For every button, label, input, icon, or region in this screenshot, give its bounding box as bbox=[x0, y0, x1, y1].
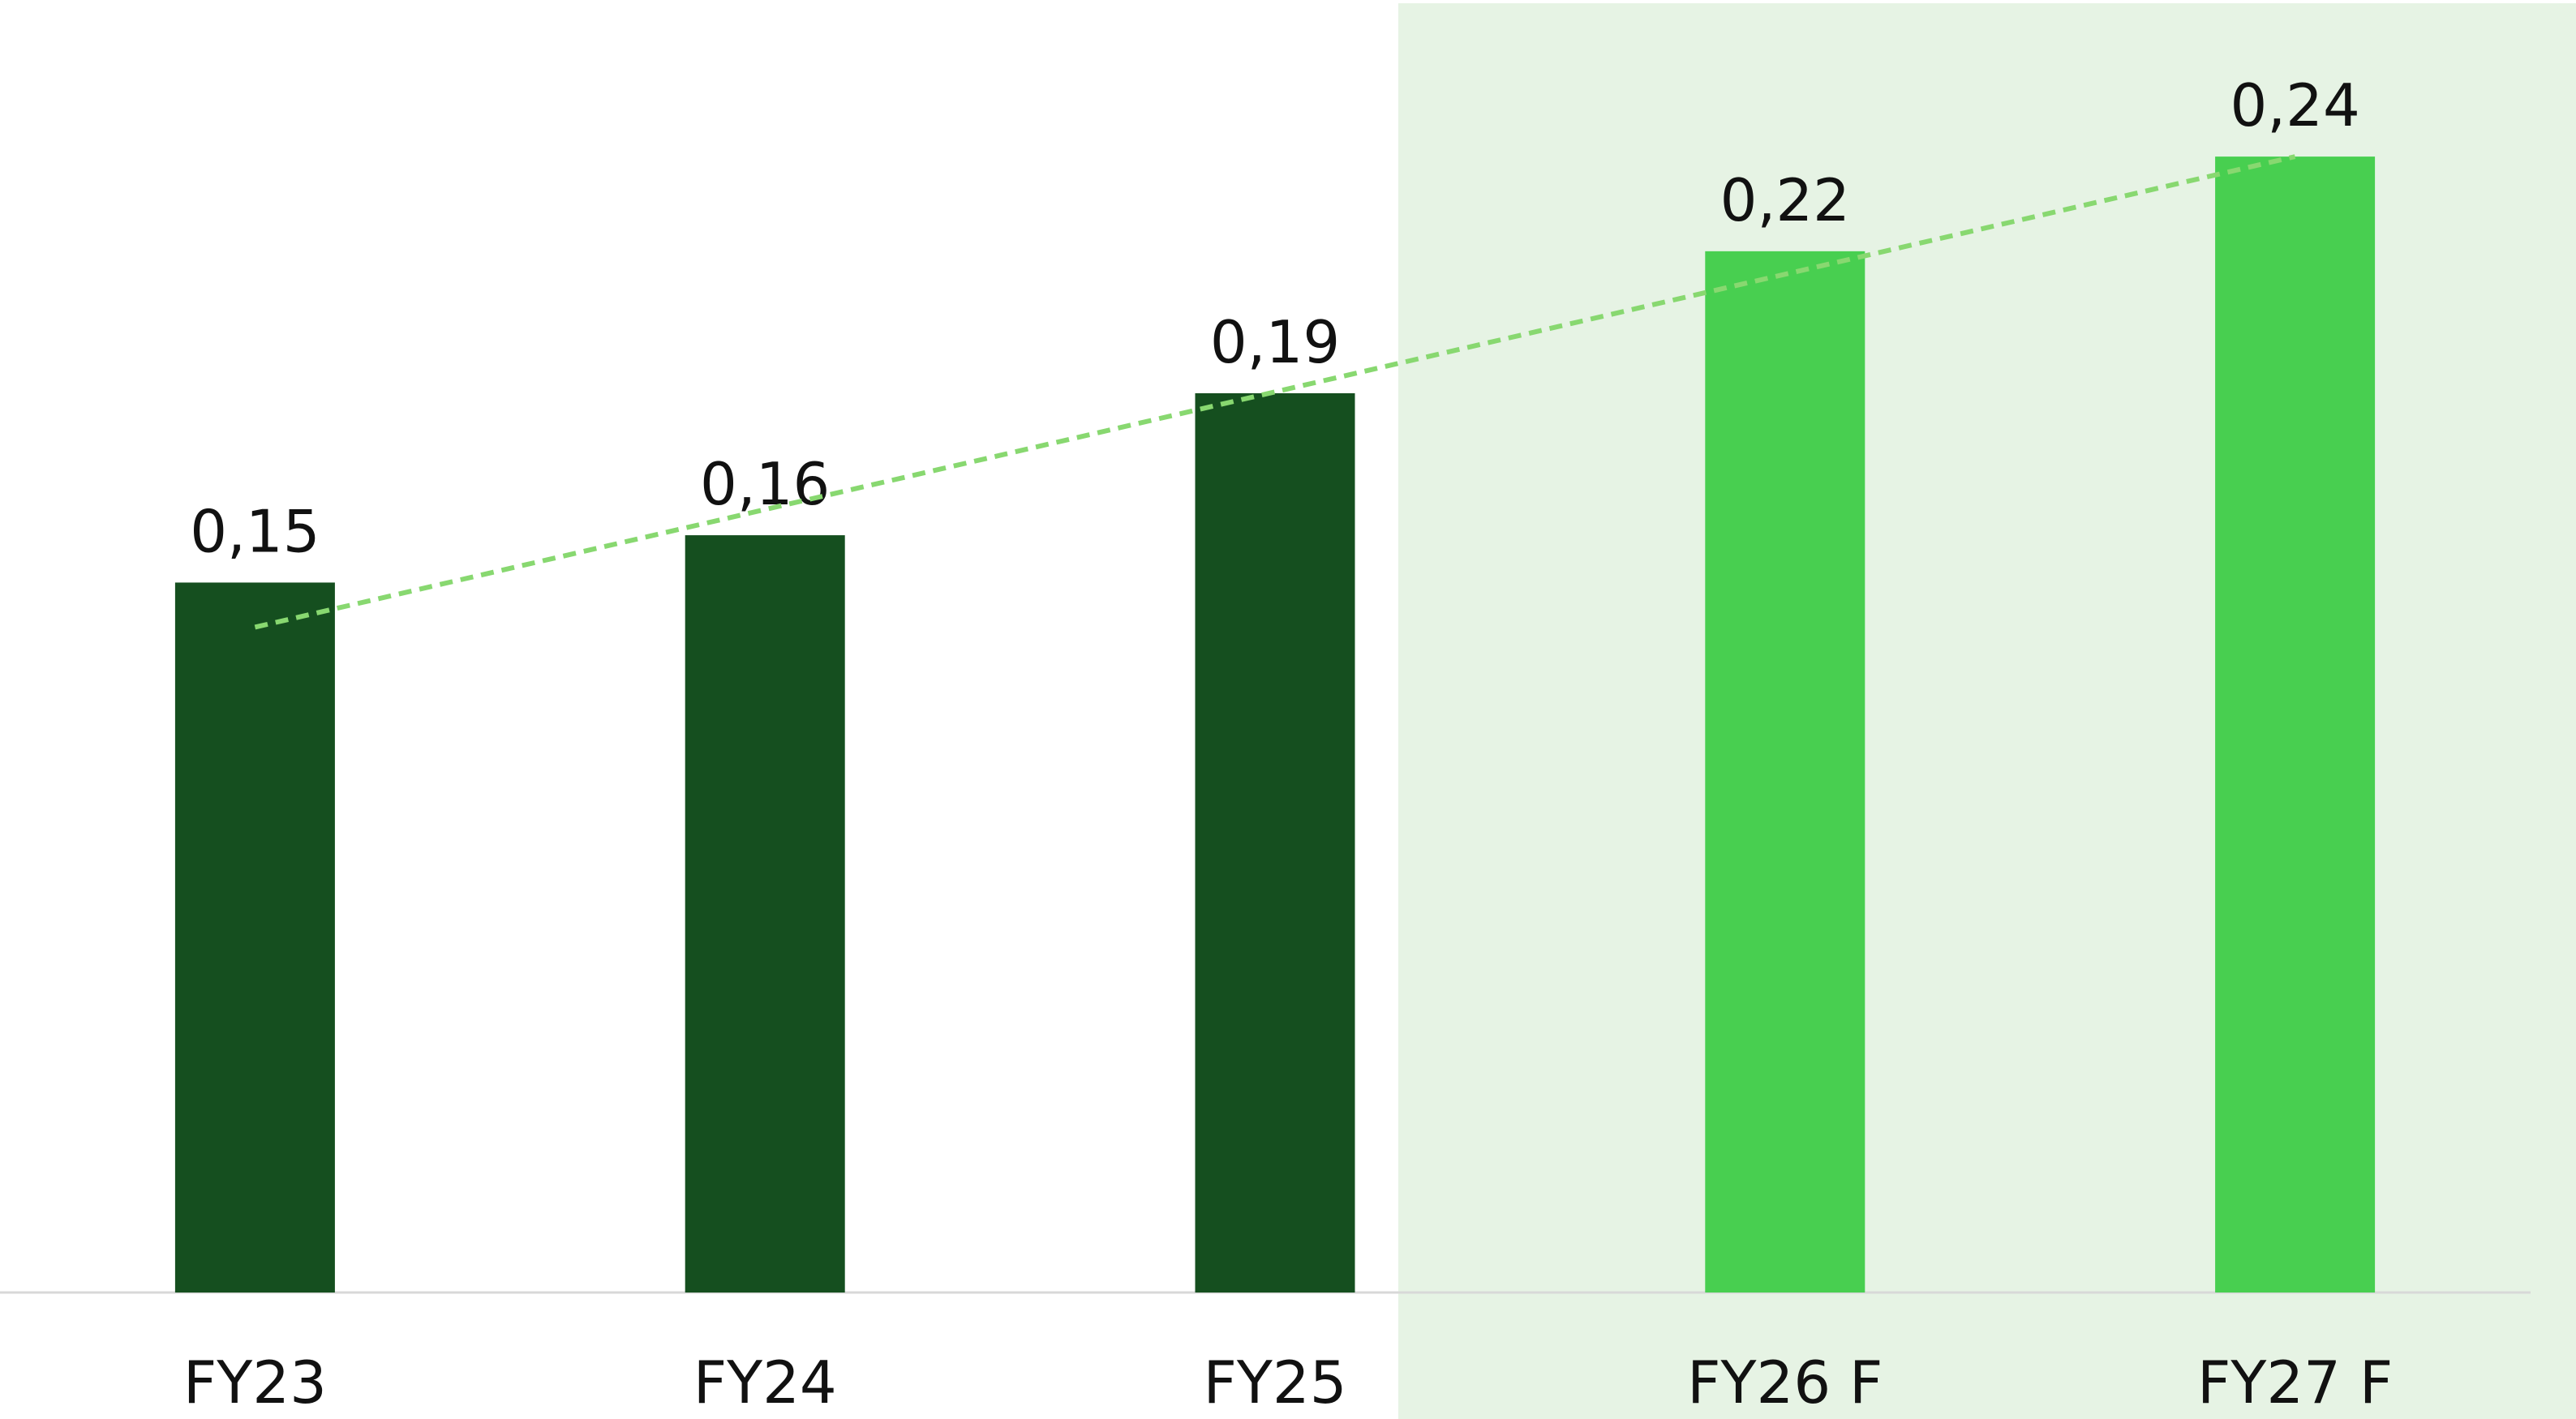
data-label: 0,19 bbox=[1210, 308, 1340, 376]
trend-line bbox=[254, 154, 2296, 630]
bar bbox=[2215, 156, 2376, 1293]
data-label: 0,22 bbox=[1720, 166, 1850, 234]
data-label: 0,16 bbox=[700, 450, 830, 518]
x-tick-label: FY27 F bbox=[2197, 1348, 2393, 1417]
x-tick-label: FY25 bbox=[1203, 1348, 1346, 1417]
x-tick-label: FY26 F bbox=[1687, 1348, 1883, 1417]
forecast-region bbox=[1398, 3, 2576, 1419]
data-label: 0,15 bbox=[190, 497, 320, 565]
bar bbox=[174, 582, 335, 1293]
bar bbox=[1195, 392, 1355, 1293]
x-tick-label: FY24 bbox=[693, 1348, 837, 1417]
bar bbox=[1705, 251, 1865, 1293]
bar bbox=[685, 535, 845, 1293]
data-label: 0,24 bbox=[2230, 71, 2359, 139]
x-tick-label: FY23 bbox=[183, 1348, 327, 1417]
